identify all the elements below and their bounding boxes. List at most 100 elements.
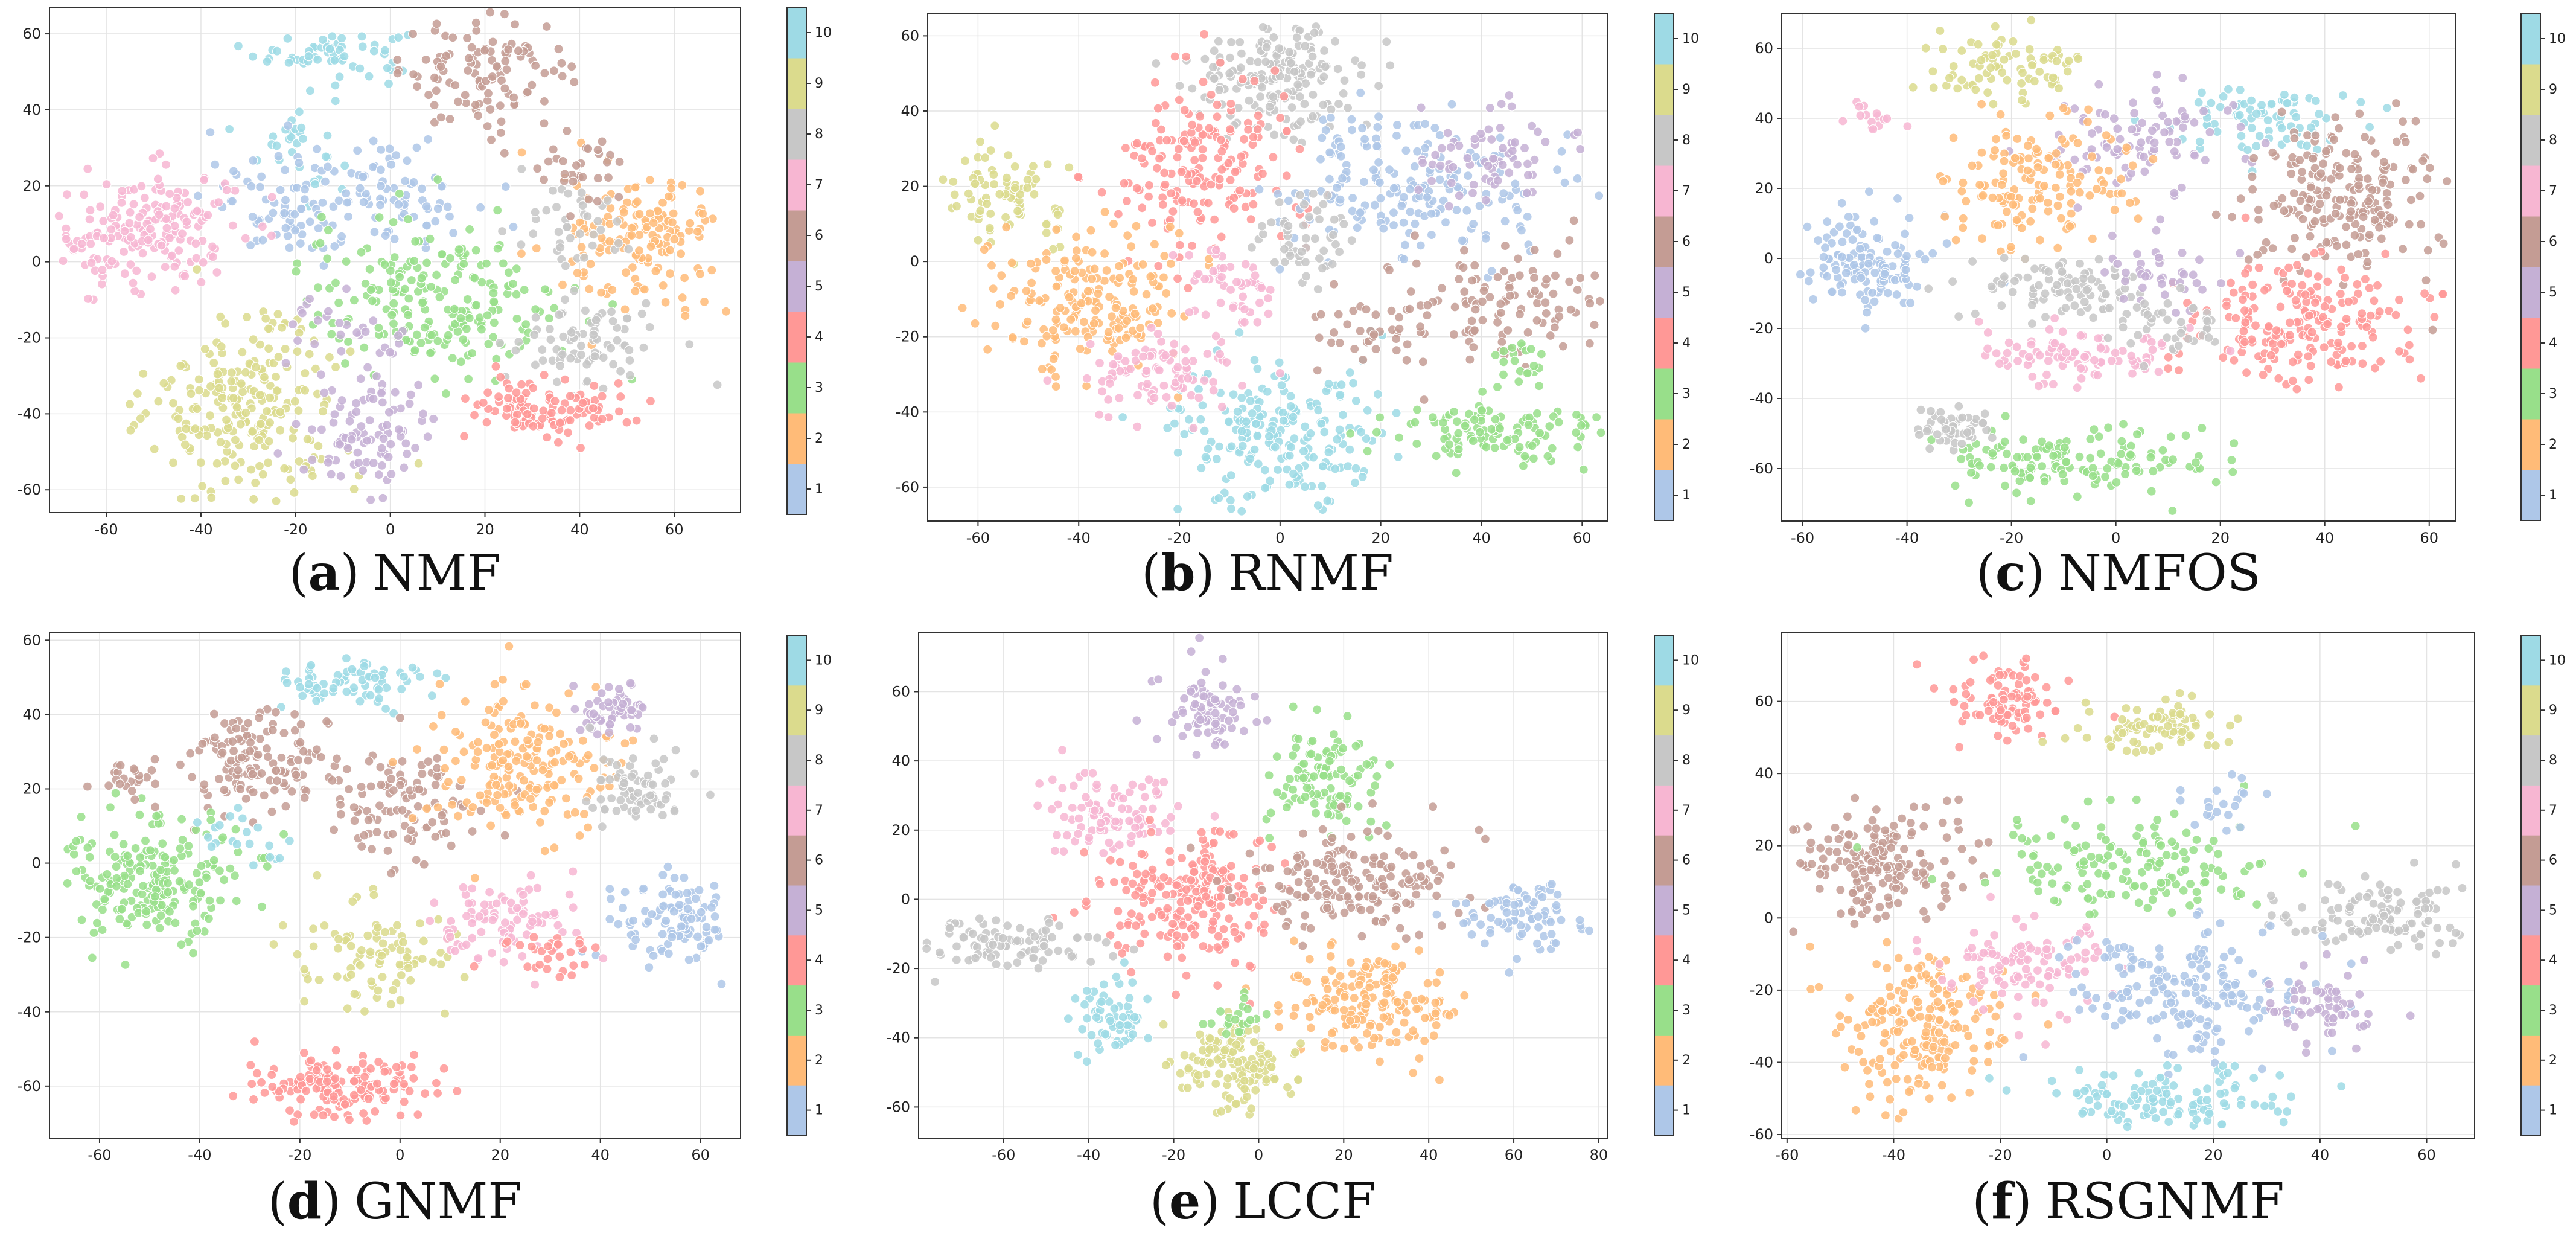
scatter-point <box>2211 210 2221 220</box>
scatter-point <box>356 247 366 257</box>
scatter-point <box>461 324 472 334</box>
scatter-point <box>975 206 986 216</box>
scatter-point <box>2287 376 2298 386</box>
scatter-point <box>1908 82 1918 92</box>
scatter-point <box>2284 318 2295 328</box>
scatter-point <box>1037 364 1047 374</box>
scatter-point <box>1351 395 1361 406</box>
scatter-point <box>2246 95 2257 106</box>
scatter-point <box>516 240 526 250</box>
scatter-point <box>960 156 971 166</box>
scatter-point <box>1246 242 1257 252</box>
scatter-point <box>381 420 392 431</box>
scatter-point <box>2200 155 2210 165</box>
scatter-point <box>2043 356 2053 366</box>
scatter-point <box>2403 325 2413 335</box>
scatter-point <box>1181 51 1191 62</box>
scatter-point <box>1159 380 1169 391</box>
scatter-point <box>1338 88 1348 98</box>
scatter-point <box>1203 444 1213 454</box>
scatter-point <box>675 249 686 259</box>
scatter-point <box>1170 51 1180 62</box>
scatter-point <box>1500 241 1510 251</box>
scatter-point <box>2189 150 2200 161</box>
scatter-point <box>464 224 475 234</box>
scatter-point <box>1575 144 1586 154</box>
scatter-point <box>1179 429 1190 439</box>
scatter-point <box>2024 352 2034 362</box>
scatter-point <box>334 72 345 82</box>
scatter-point <box>214 383 225 393</box>
scatter-point <box>2279 206 2289 216</box>
scatter-point <box>2295 196 2306 206</box>
scatter-point <box>441 51 451 61</box>
scatter-point <box>463 65 473 76</box>
scatter-point <box>1266 217 1277 228</box>
scatter-point <box>1532 408 1542 418</box>
scatter-point <box>584 284 595 294</box>
scatter-point <box>521 319 531 330</box>
scatter-point <box>343 336 354 347</box>
scatter-point <box>190 493 200 504</box>
scatter-point <box>1307 51 1318 62</box>
scatter-point <box>330 96 340 106</box>
scatter-point <box>2128 161 2138 171</box>
scatter-point <box>297 308 307 318</box>
scatter-point <box>294 158 304 168</box>
scatter-point <box>341 653 352 664</box>
scatter-point <box>712 380 722 390</box>
scatter-point <box>1412 146 1423 156</box>
scatter-point <box>1991 39 2001 50</box>
scatter-point <box>1322 496 1333 506</box>
scatter-point <box>2040 312 2051 322</box>
scatter-point <box>1479 286 1489 296</box>
colorbar-tick-label: 5 <box>1682 285 1691 300</box>
scatter-point <box>546 335 556 345</box>
scatter-point <box>698 208 708 219</box>
scatter-point <box>1401 146 1411 156</box>
scatter-point <box>176 493 187 504</box>
scatter-point <box>1958 223 1968 233</box>
scatter-point <box>1518 461 1528 471</box>
scatter-point <box>1226 37 1237 48</box>
scatter-point <box>228 393 238 403</box>
scatter-point <box>2055 191 2065 202</box>
scatter-point <box>509 92 519 103</box>
scatter-point <box>1520 451 1530 461</box>
scatter-point <box>1991 348 2001 359</box>
scatter-point <box>1041 228 1051 238</box>
scatter-point <box>292 347 302 357</box>
scatter-point <box>1281 171 1292 181</box>
scatter-point <box>1954 401 1964 411</box>
scatter-point <box>1175 80 1185 91</box>
scatter-point <box>1493 317 1503 328</box>
scatter-point <box>1071 232 1082 242</box>
scatter-point <box>540 68 550 78</box>
scatter-point <box>1534 381 1545 391</box>
scatter-point <box>485 7 496 18</box>
scatter-point <box>86 258 97 268</box>
scatter-point <box>2258 370 2268 380</box>
scatter-point <box>1446 178 1456 188</box>
scatter-point <box>1468 342 1479 353</box>
scatter-point <box>2132 429 2142 440</box>
scatter-point <box>2027 203 2038 214</box>
scatter-point <box>1493 175 1503 186</box>
scatter-point <box>566 353 576 363</box>
scatter-point <box>223 423 233 433</box>
scatter-point <box>1051 266 1061 276</box>
scatter-point <box>1419 394 1429 405</box>
scatter-point <box>1554 417 1564 427</box>
scatter-point <box>345 347 355 357</box>
scatter-point <box>2058 327 2068 337</box>
scatter-point <box>1980 409 1990 419</box>
scatter-point <box>1075 344 1085 354</box>
scatter-point <box>330 241 340 251</box>
scatter-point <box>1904 213 1914 223</box>
scatter-point <box>2319 301 2330 312</box>
scatter-point <box>1414 185 1424 195</box>
scatter-point <box>1197 144 1208 155</box>
y-tick-label: 60 <box>901 27 919 44</box>
scatter-point <box>2442 176 2452 187</box>
scatter-point <box>386 469 397 479</box>
